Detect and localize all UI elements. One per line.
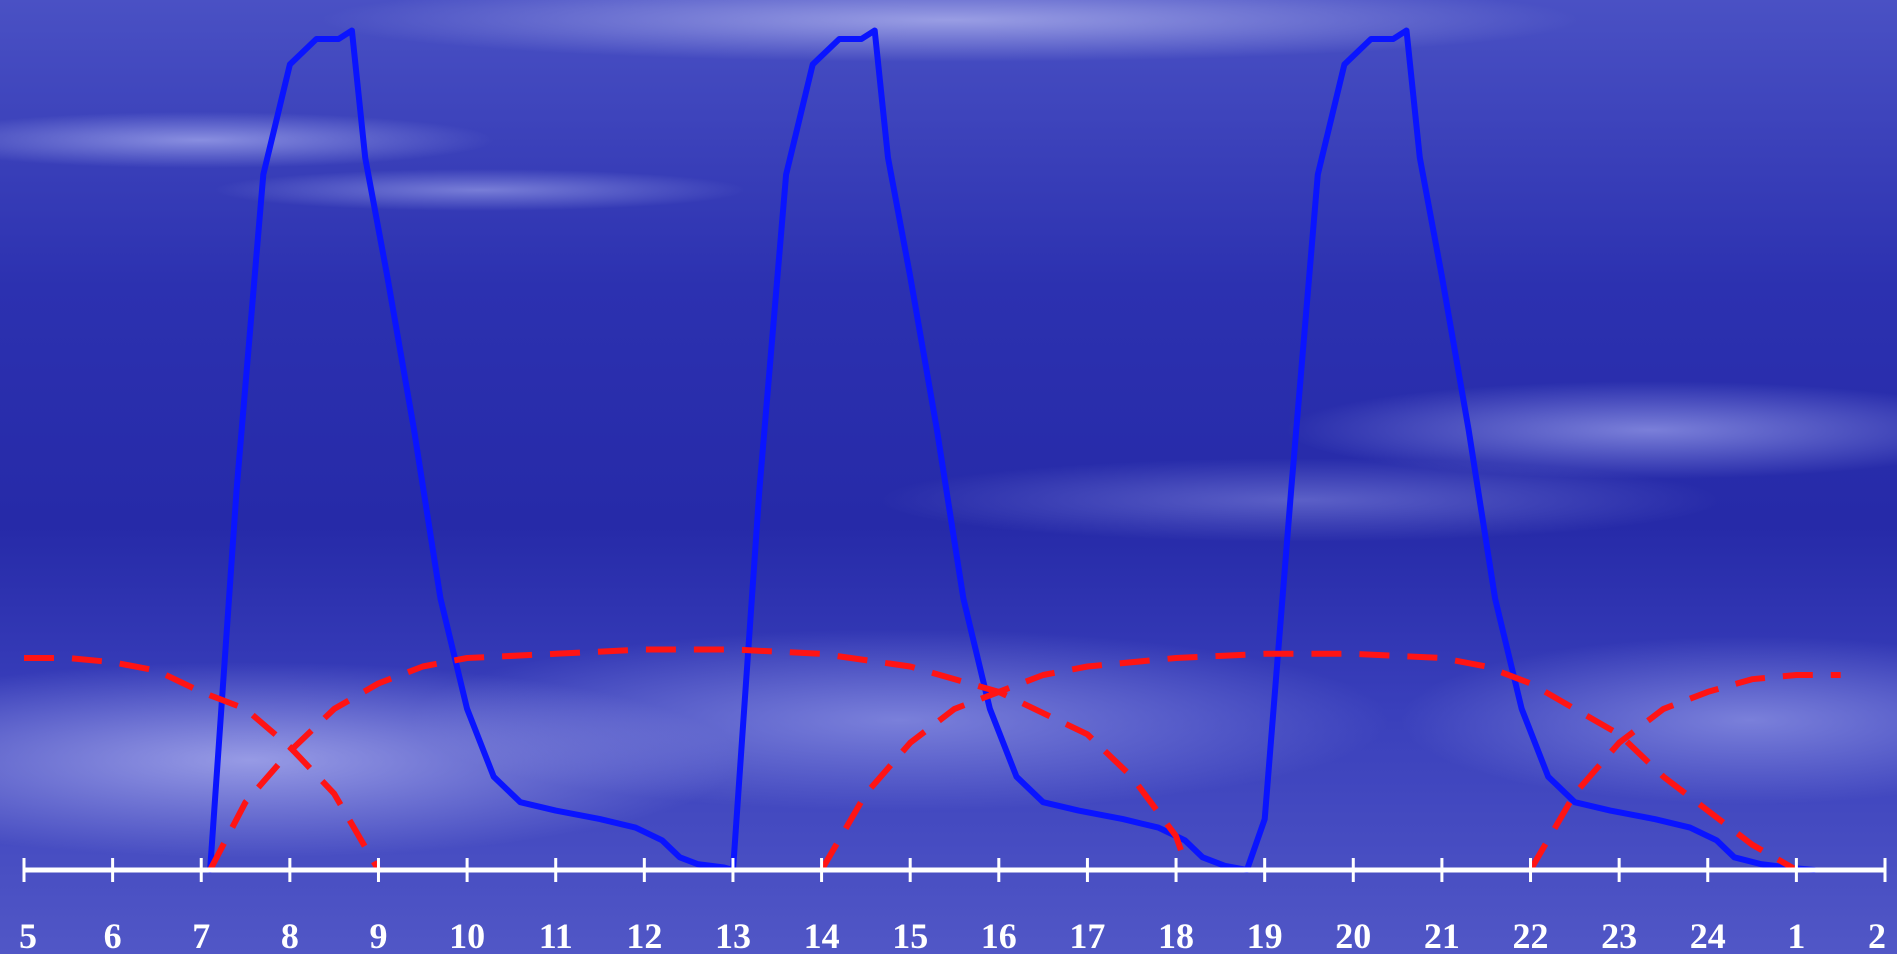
dashed-series-line-4 bbox=[1527, 672, 1841, 872]
x-tick-label: 2 bbox=[1868, 916, 1886, 954]
x-tick-label: 1 bbox=[1787, 916, 1805, 954]
x-tick-label: 12 bbox=[626, 916, 662, 954]
x-tick-label: 23 bbox=[1601, 916, 1637, 954]
x-tick-label: 6 bbox=[104, 916, 122, 954]
x-tick-label: 14 bbox=[804, 916, 840, 954]
series-layer bbox=[24, 27, 1841, 873]
x-tick-label: 21 bbox=[1424, 916, 1460, 954]
x-tick-label: 11 bbox=[539, 916, 573, 954]
x-tick-label: 5 bbox=[19, 916, 37, 954]
x-tick-label: 15 bbox=[892, 916, 928, 954]
x-tick-label: 18 bbox=[1158, 916, 1194, 954]
x-tick-label: 7 bbox=[192, 916, 210, 954]
x-tick-label: 16 bbox=[981, 916, 1017, 954]
x-tick-label: 9 bbox=[369, 916, 387, 954]
x-tick-label: 22 bbox=[1513, 916, 1549, 954]
dashed-series-line-3 bbox=[819, 650, 1798, 873]
x-tick-label: 10 bbox=[449, 916, 485, 954]
x-axis bbox=[22, 858, 1887, 882]
x-tick-label: 20 bbox=[1335, 916, 1371, 954]
x-tick-label: 13 bbox=[715, 916, 751, 954]
x-tick-label: 24 bbox=[1690, 916, 1726, 954]
x-tick-label: 19 bbox=[1247, 916, 1283, 954]
x-tick-label: 8 bbox=[281, 916, 299, 954]
solid-series-line bbox=[207, 27, 1818, 873]
x-tick-label: 17 bbox=[1069, 916, 1105, 954]
x-tick-labels: 5 6 7 8 9 10 11 12 13 14 15 16 17 18 19 20 21 22 23 24 1 2 bbox=[19, 916, 1886, 954]
dashed-series-line-1 bbox=[24, 655, 382, 872]
